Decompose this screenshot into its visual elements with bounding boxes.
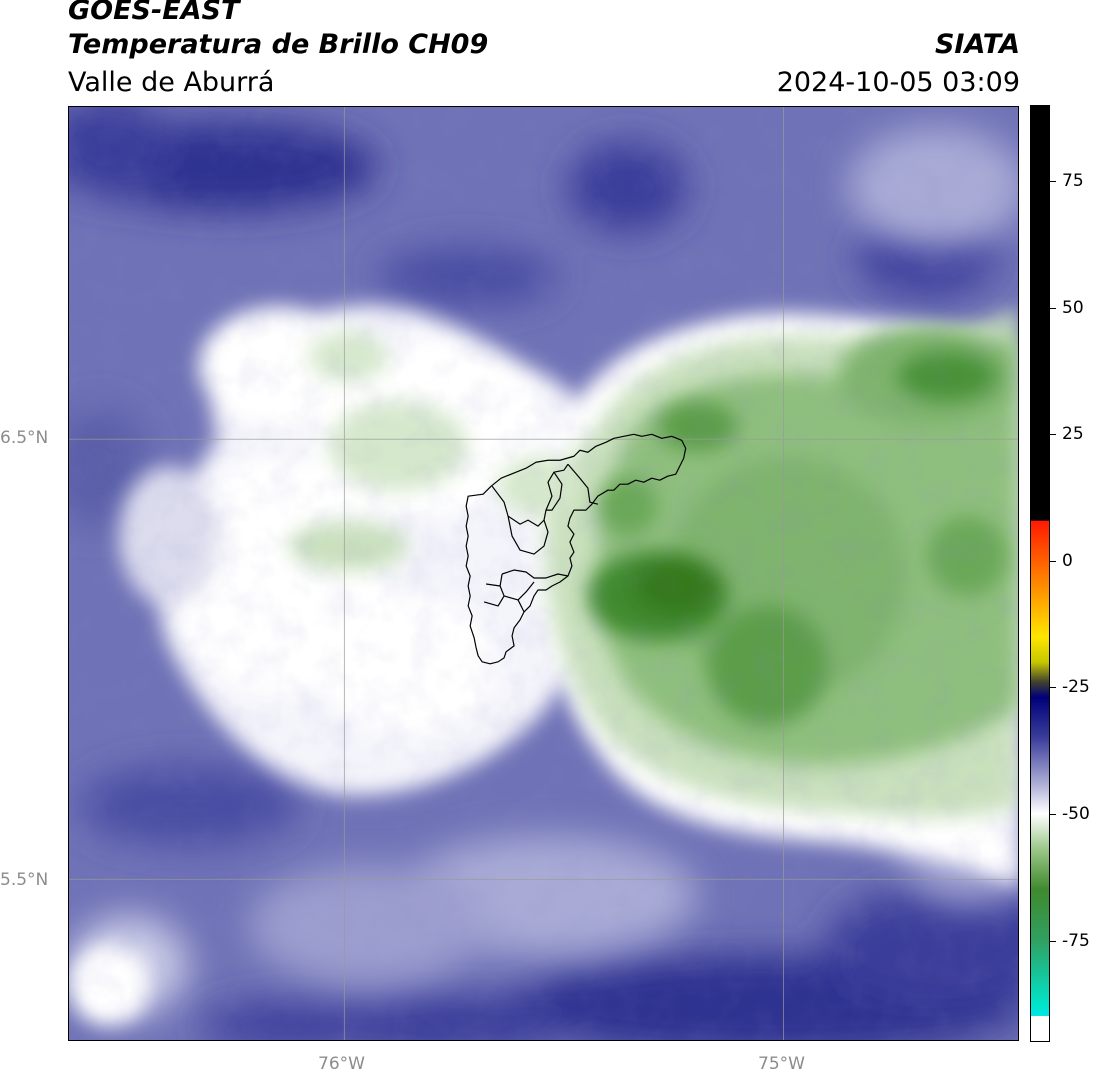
municipal-line-6 xyxy=(501,569,569,579)
product-title: GOES-EAST xyxy=(68,0,240,26)
colorbar-tick-mark xyxy=(1050,814,1056,815)
colorbar-tick-label: -50 xyxy=(1062,804,1090,824)
longitude-label-76: 76°W xyxy=(318,1054,365,1074)
satellite-map[interactable] xyxy=(68,106,1019,1041)
region-label: Valle de Aburrá xyxy=(68,67,275,98)
municipal-line-9 xyxy=(499,573,503,587)
municipal-line-2 xyxy=(545,463,569,511)
colorbar-tick-label: 25 xyxy=(1062,424,1084,444)
municipal-line-4 xyxy=(545,471,563,511)
colorbar-tick-label: -25 xyxy=(1062,677,1090,697)
colorbar-tick-mark xyxy=(1050,434,1056,435)
municipal-line-5 xyxy=(507,516,549,555)
brightness-temperature-field xyxy=(69,107,1018,1040)
datetime-label: 2024-10-05 03:09 xyxy=(776,67,1020,98)
municipal-line-7 xyxy=(486,581,535,601)
colorbar-tick-mark xyxy=(1050,941,1056,942)
texture-overlay xyxy=(69,107,1018,1040)
colorbar-tick-label: -75 xyxy=(1062,931,1090,951)
organization-label: SIATA xyxy=(934,29,1020,60)
municipal-line-1 xyxy=(491,485,547,527)
municipal-line-8 xyxy=(483,595,505,607)
longitude-label-75: 75°W xyxy=(758,1054,805,1074)
colorbar-tick-mark xyxy=(1050,561,1056,562)
colorbar-gradient xyxy=(1031,106,1049,1041)
graticule xyxy=(69,107,1018,1040)
colorbar-tick-mark xyxy=(1050,181,1056,182)
colorbar-tick-mark xyxy=(1050,308,1056,309)
colorbar-fill xyxy=(1031,106,1049,1041)
municipal-line-10 xyxy=(517,599,525,613)
channel-subtitle: Temperatura de Brillo CH09 xyxy=(68,29,489,60)
valle-outline xyxy=(465,433,687,665)
colorbar-tick-mark xyxy=(1050,687,1056,688)
municipal-line-3 xyxy=(567,463,599,505)
colorbar-tick-label: 50 xyxy=(1062,298,1084,318)
latitude-label-5-5: 5.5°N xyxy=(0,870,49,890)
latitude-label-6-5: 6.5°N xyxy=(0,428,49,448)
colorbar-tick-label: 0 xyxy=(1062,551,1073,571)
colorbar-tick-label: 75 xyxy=(1062,171,1084,191)
valle-de-aburra-boundary xyxy=(465,433,687,665)
colorbar xyxy=(1030,105,1050,1042)
